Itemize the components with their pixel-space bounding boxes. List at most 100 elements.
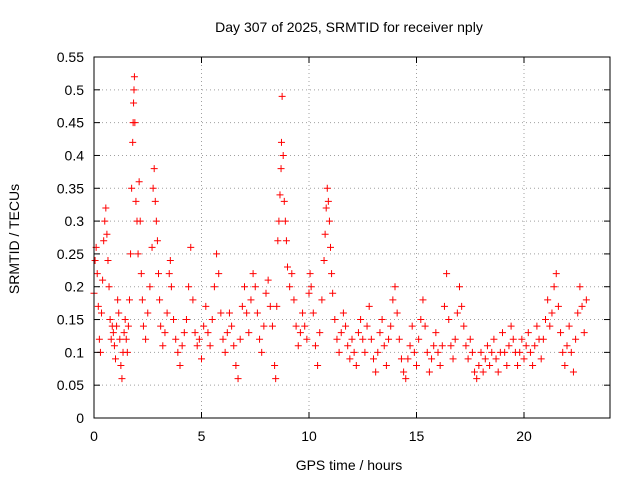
data-point [223, 329, 231, 337]
data-point [217, 309, 225, 317]
data-point [344, 342, 352, 350]
data-point [391, 283, 399, 291]
data-point [204, 329, 212, 337]
data-point [569, 368, 577, 376]
data-point [460, 322, 468, 330]
data-point [322, 204, 330, 212]
data-point [245, 329, 253, 337]
data-point [397, 355, 405, 363]
data-point [348, 335, 356, 343]
data-point [130, 99, 138, 107]
data-point [531, 342, 539, 350]
data-point [135, 178, 143, 186]
data-point [434, 348, 442, 356]
data-point [98, 309, 106, 317]
data-point [113, 322, 121, 330]
data-point [174, 348, 182, 356]
data-point [288, 270, 296, 278]
data-point [120, 329, 128, 337]
data-point [152, 217, 160, 225]
data-point [185, 283, 193, 291]
data-point [372, 368, 380, 376]
data-point [271, 361, 279, 369]
data-point [309, 309, 317, 317]
data-point [548, 309, 556, 317]
data-point [109, 329, 117, 337]
data-point [380, 342, 388, 350]
data-point [249, 270, 257, 278]
data-point [346, 355, 354, 363]
data-point [400, 368, 408, 376]
data-point [253, 309, 261, 317]
data-point [494, 368, 502, 376]
data-point [274, 237, 282, 245]
data-point [563, 342, 571, 350]
data-point [567, 348, 575, 356]
data-point [277, 138, 285, 146]
data-point [479, 368, 487, 376]
data-point [323, 184, 331, 192]
data-point [335, 348, 343, 356]
data-point [327, 243, 334, 251]
data-point [365, 302, 373, 310]
data-point [278, 92, 286, 100]
data-point [490, 335, 498, 343]
data-point [296, 329, 304, 337]
data-point [210, 283, 218, 291]
data-point [101, 217, 109, 225]
data-point [139, 322, 147, 330]
data-point [393, 309, 401, 317]
data-point [501, 348, 509, 356]
x-tick-label: 5 [198, 428, 206, 444]
y-tick-label: 0.55 [57, 49, 84, 65]
data-point [290, 296, 298, 304]
data-point [509, 335, 517, 343]
data-point [272, 375, 280, 383]
data-point [159, 342, 167, 350]
data-point [292, 322, 300, 330]
data-point [342, 322, 350, 330]
data-point [241, 283, 248, 291]
data-point [524, 329, 532, 337]
data-point [268, 322, 276, 330]
data-point [466, 335, 474, 343]
data-point [117, 361, 125, 369]
data-point [578, 302, 586, 310]
data-point [200, 322, 208, 330]
data-point [105, 283, 113, 291]
data-point [306, 270, 314, 278]
data-point [507, 322, 515, 330]
data-point [102, 204, 110, 212]
data-point [157, 322, 165, 330]
data-point [125, 296, 133, 304]
data-point [387, 322, 395, 330]
y-tick-label: 0 [76, 410, 84, 426]
data-point [236, 335, 244, 343]
data-points [90, 73, 590, 383]
data-point [187, 243, 195, 251]
data-point [99, 276, 107, 284]
data-point [542, 316, 549, 324]
data-point [475, 361, 483, 369]
data-point [138, 296, 146, 304]
data-point [264, 276, 272, 284]
data-point [208, 316, 216, 324]
plot-frame [93, 56, 611, 419]
x-tick-label: 15 [409, 428, 425, 444]
y-tick-label: 0.05 [57, 377, 84, 393]
data-point [198, 355, 205, 363]
data-point [389, 296, 397, 304]
data-point [544, 296, 552, 304]
data-point [311, 342, 319, 350]
data-point [256, 335, 264, 343]
data-point [230, 342, 238, 350]
data-point [273, 302, 281, 310]
data-point [546, 322, 554, 330]
data-point [565, 322, 573, 330]
data-point [180, 329, 188, 337]
data-point [359, 335, 367, 343]
data-point [537, 355, 545, 363]
data-point [550, 283, 558, 291]
data-point [142, 335, 150, 343]
data-point [131, 119, 139, 127]
